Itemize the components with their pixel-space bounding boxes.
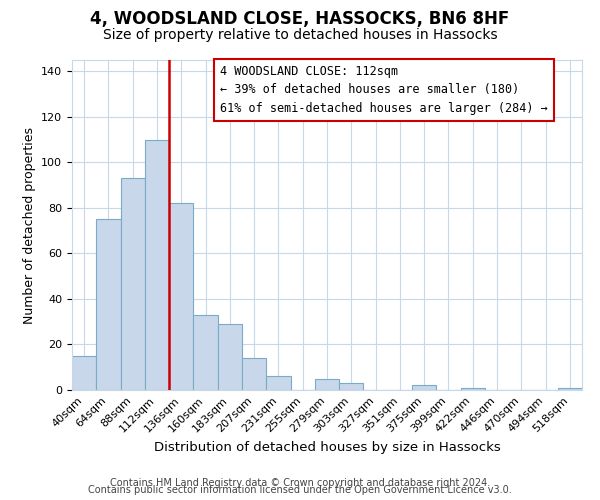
Text: 4 WOODSLAND CLOSE: 112sqm
← 39% of detached houses are smaller (180)
61% of semi: 4 WOODSLAND CLOSE: 112sqm ← 39% of detac… [220,65,548,115]
Bar [218,324,242,390]
Bar [169,204,193,390]
Bar [339,383,364,390]
Bar [145,140,169,390]
Bar [121,178,145,390]
Text: Contains public sector information licensed under the Open Government Licence v3: Contains public sector information licen… [88,485,512,495]
Bar [558,388,582,390]
Text: 4, WOODSLAND CLOSE, HASSOCKS, BN6 8HF: 4, WOODSLAND CLOSE, HASSOCKS, BN6 8HF [91,10,509,28]
Bar [72,356,96,390]
Bar [315,378,339,390]
Text: Contains HM Land Registry data © Crown copyright and database right 2024.: Contains HM Land Registry data © Crown c… [110,478,490,488]
Bar [193,315,218,390]
Text: Size of property relative to detached houses in Hassocks: Size of property relative to detached ho… [103,28,497,42]
Bar [412,386,436,390]
Y-axis label: Number of detached properties: Number of detached properties [23,126,35,324]
Bar [266,376,290,390]
Bar [242,358,266,390]
Bar [96,220,121,390]
X-axis label: Distribution of detached houses by size in Hassocks: Distribution of detached houses by size … [154,441,500,454]
Bar [461,388,485,390]
